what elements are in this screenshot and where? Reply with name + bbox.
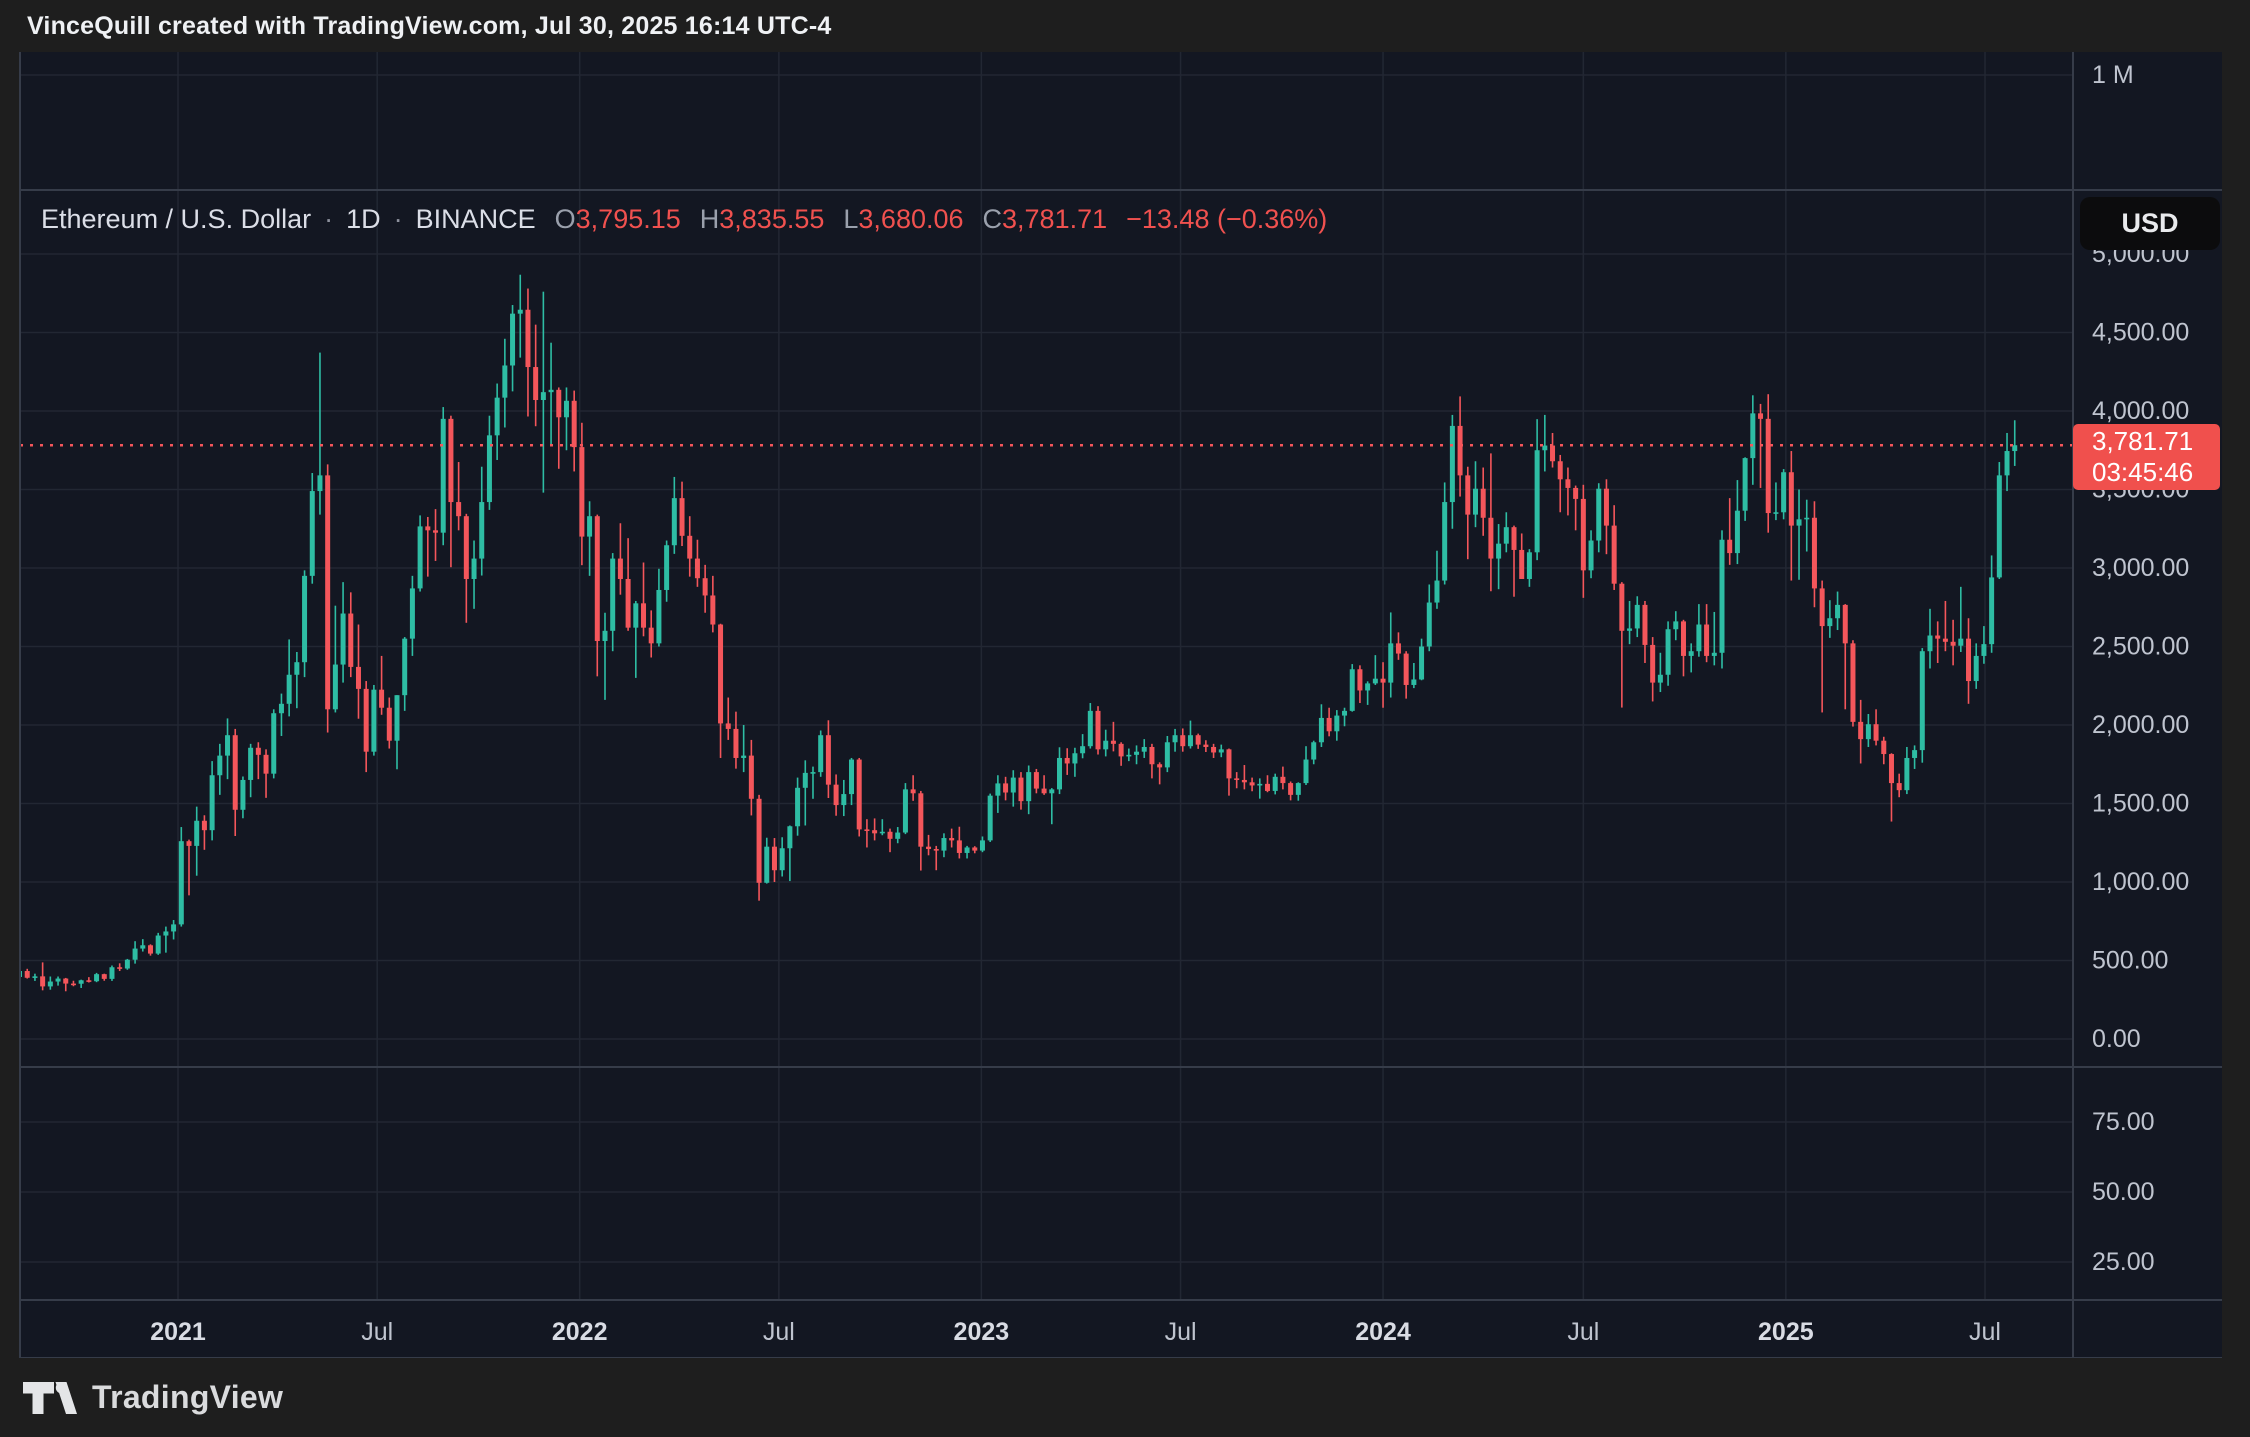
currency-toggle-button[interactable]: USD	[2080, 197, 2220, 250]
svg-text:2024: 2024	[1355, 1318, 1411, 1346]
change-value: −13.48 (−0.36%)	[1126, 204, 1328, 234]
close-value: 3,781.71	[1002, 204, 1108, 234]
last-price-label: 3,781.71 03:45:46	[2073, 424, 2220, 490]
svg-text:2025: 2025	[1758, 1318, 1814, 1346]
close-label: C	[982, 204, 1003, 234]
title-bar: VinceQuill created with TradingView.com,…	[0, 0, 2250, 52]
svg-text:4,000.00: 4,000.00	[2092, 397, 2189, 425]
svg-text:500.00: 500.00	[2092, 947, 2168, 975]
svg-text:Jul: Jul	[1969, 1318, 2001, 1346]
svg-text:0.00: 0.00	[2092, 1025, 2141, 1053]
legend-separator: ·	[393, 204, 403, 234]
svg-text:2,000.00: 2,000.00	[2092, 711, 2189, 739]
svg-text:Jul: Jul	[763, 1318, 795, 1346]
svg-text:2023: 2023	[954, 1318, 1010, 1346]
svg-text:50.00: 50.00	[2092, 1178, 2155, 1206]
ohlc-open: O3,795.15	[555, 204, 681, 235]
legend-separator: ·	[324, 204, 334, 234]
footer-bar: TradingView	[0, 1358, 2250, 1437]
low-label: L	[843, 204, 859, 234]
svg-text:3,000.00: 3,000.00	[2092, 554, 2189, 582]
svg-text:4,500.00: 4,500.00	[2092, 319, 2189, 347]
svg-text:Jul: Jul	[361, 1318, 393, 1346]
symbol-legend[interactable]: Ethereum / U.S. Dollar · 1D · BINANCE O3…	[41, 204, 1327, 235]
watermark-title: VinceQuill created with TradingView.com,…	[27, 11, 832, 40]
interval-label[interactable]: 1D	[346, 204, 381, 234]
svg-text:Jul: Jul	[1567, 1318, 1599, 1346]
svg-text:2,500.00: 2,500.00	[2092, 633, 2189, 661]
open-label: O	[554, 204, 576, 234]
ohlc-close: C3,781.71	[983, 204, 1108, 235]
open-value: 3,795.15	[575, 204, 681, 234]
svg-text:Jul: Jul	[1165, 1318, 1197, 1346]
symbol-name[interactable]: Ethereum / U.S. Dollar	[41, 204, 312, 234]
last-price-value: 3,781.71	[2092, 426, 2194, 456]
bar-countdown: 03:45:46	[2092, 457, 2194, 487]
svg-text:1 M: 1 M	[2092, 61, 2134, 89]
ohlc-low: L3,680.06	[843, 204, 963, 235]
svg-text:25.00: 25.00	[2092, 1248, 2155, 1276]
svg-text:1,000.00: 1,000.00	[2092, 868, 2189, 896]
tradingview-logo-icon[interactable]	[23, 1381, 77, 1414]
svg-text:75.00: 75.00	[2092, 1108, 2155, 1136]
svg-text:1,500.00: 1,500.00	[2092, 790, 2189, 818]
svg-text:2021: 2021	[150, 1318, 206, 1346]
low-value: 3,680.06	[858, 204, 964, 234]
ohlc-high: H3,835.55	[700, 204, 825, 235]
svg-text:2022: 2022	[552, 1318, 608, 1346]
tradingview-brand-text[interactable]: TradingView	[92, 1379, 284, 1415]
exchange-label[interactable]: BINANCE	[415, 204, 536, 234]
high-value: 3,835.55	[719, 204, 825, 234]
high-label: H	[699, 204, 720, 234]
